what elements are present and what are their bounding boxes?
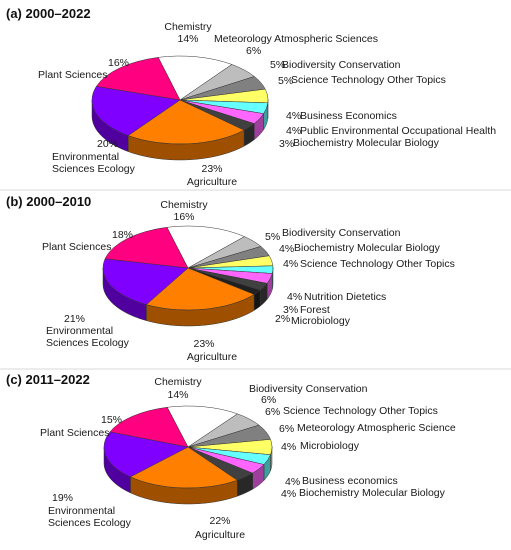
panel-title-a: (a) 2000–2022 bbox=[6, 6, 91, 21]
percent-label: 4% bbox=[286, 125, 301, 137]
percent-label: 6% bbox=[246, 45, 261, 57]
category-label: Environmental bbox=[48, 505, 115, 517]
percent-label: 4% bbox=[281, 441, 296, 453]
category-label: Microbiology bbox=[300, 440, 360, 452]
category-label: Science Technology Other Topics bbox=[300, 258, 455, 270]
percent-label: 14% bbox=[167, 389, 188, 401]
panel-c: (c) 2011–2022 14%Chemistry6%Biodiversity… bbox=[6, 372, 456, 541]
category-label: Biochemistry Molecular Biology bbox=[294, 242, 441, 254]
percent-label: 3% bbox=[283, 304, 298, 316]
percent-label: 15% bbox=[101, 414, 122, 426]
percent-label: 6% bbox=[261, 394, 276, 406]
percent-label: 19% bbox=[52, 492, 73, 504]
percent-label: 22% bbox=[209, 515, 230, 527]
pie-slice-plant-sciences bbox=[104, 227, 189, 269]
pie-slice-plant-sciences bbox=[95, 57, 181, 101]
percent-label: 5% bbox=[278, 75, 293, 87]
percent-label: 4% bbox=[286, 110, 301, 122]
pie-slice-agriculture bbox=[127, 99, 245, 145]
percent-label: 4% bbox=[281, 488, 296, 500]
category-label: Biodiversity Conservation bbox=[249, 383, 368, 395]
percent-label: 21% bbox=[64, 313, 85, 325]
category-label: Environmental bbox=[46, 325, 113, 337]
category-label: Business economics bbox=[302, 475, 398, 487]
category-label: Biodiversity Conservation bbox=[282, 59, 401, 71]
percent-label: 5% bbox=[265, 231, 280, 243]
percent-label: 4% bbox=[279, 243, 294, 255]
category-label: Plant Sciences bbox=[42, 241, 111, 253]
percent-label: 4% bbox=[285, 476, 300, 488]
percent-label: 16% bbox=[108, 57, 129, 69]
panel-title-b: (b) 2000–2010 bbox=[6, 194, 91, 209]
category-label: Meteorology Atmospheric Science bbox=[297, 422, 456, 434]
category-label: Chemistry bbox=[154, 376, 202, 388]
percent-label: 2% bbox=[275, 313, 290, 325]
category-label: Sciences Ecology bbox=[48, 517, 132, 529]
percent-label: 6% bbox=[265, 406, 280, 418]
category-label: Agriculture bbox=[195, 529, 245, 541]
pie-slice-plant-sciences bbox=[109, 407, 189, 448]
category-label: Chemistry bbox=[160, 199, 208, 211]
category-label: Environmental bbox=[52, 151, 119, 163]
percent-label: 4% bbox=[283, 258, 298, 270]
category-label: Chemistry bbox=[164, 21, 212, 33]
percent-label: 14% bbox=[177, 33, 198, 45]
panel-a: (a) 2000–2022 14%Chemistry 6%Meteorology … bbox=[6, 6, 496, 188]
category-label: Agriculture bbox=[187, 351, 237, 363]
category-label: Sciences Ecology bbox=[46, 337, 130, 349]
percent-label: 4% bbox=[287, 291, 302, 303]
panel-b: (b) 2000–2010 16%Chemistry 5% Biodiversity… bbox=[6, 194, 455, 363]
category-label: Microbiology bbox=[291, 315, 351, 327]
category-label: Science Technology Other Topics bbox=[283, 405, 438, 417]
category-label: Forest bbox=[300, 304, 330, 316]
category-label: Meteorology Atmospheric Sciences bbox=[214, 33, 378, 45]
pie-slice-agriculture bbox=[129, 446, 238, 489]
category-label: Science Technology Other Topics bbox=[291, 74, 446, 86]
percent-label: 3% bbox=[279, 138, 294, 150]
pie-slice-chemistry bbox=[157, 55, 233, 101]
pie-slice-chemistry bbox=[166, 405, 239, 448]
pie-slice-chemistry bbox=[166, 225, 245, 269]
category-label: Biochemistry Molecular Biology bbox=[299, 487, 446, 499]
percent-label: 6% bbox=[279, 423, 294, 435]
panel-title-c: (c) 2011–2022 bbox=[6, 372, 90, 387]
pie-slice-environmental bbox=[91, 86, 181, 136]
percent-label: 23% bbox=[193, 338, 214, 350]
category-label: Public Environmental Occupational Health bbox=[300, 125, 496, 137]
category-label: Plant Sciences bbox=[38, 69, 107, 81]
category-label: Sciences Ecology bbox=[52, 163, 136, 175]
category-label: Biodiversity Conservation bbox=[282, 227, 401, 239]
category-label: Agriculture bbox=[187, 176, 237, 188]
pie-slice-environmental bbox=[102, 258, 189, 305]
percent-label: 20% bbox=[97, 138, 118, 150]
percent-label: 5% bbox=[270, 59, 285, 71]
percent-label: 23% bbox=[201, 163, 222, 175]
category-label: Plant Sciences bbox=[40, 427, 109, 439]
category-label: Business Economics bbox=[300, 110, 397, 122]
pie-slice-agriculture bbox=[145, 267, 255, 311]
category-label: Nutrition Dietetics bbox=[304, 291, 386, 303]
category-label: Biochemistry Molecular Biology bbox=[293, 137, 440, 149]
percent-label: 16% bbox=[173, 211, 194, 223]
percent-label: 18% bbox=[112, 229, 133, 241]
